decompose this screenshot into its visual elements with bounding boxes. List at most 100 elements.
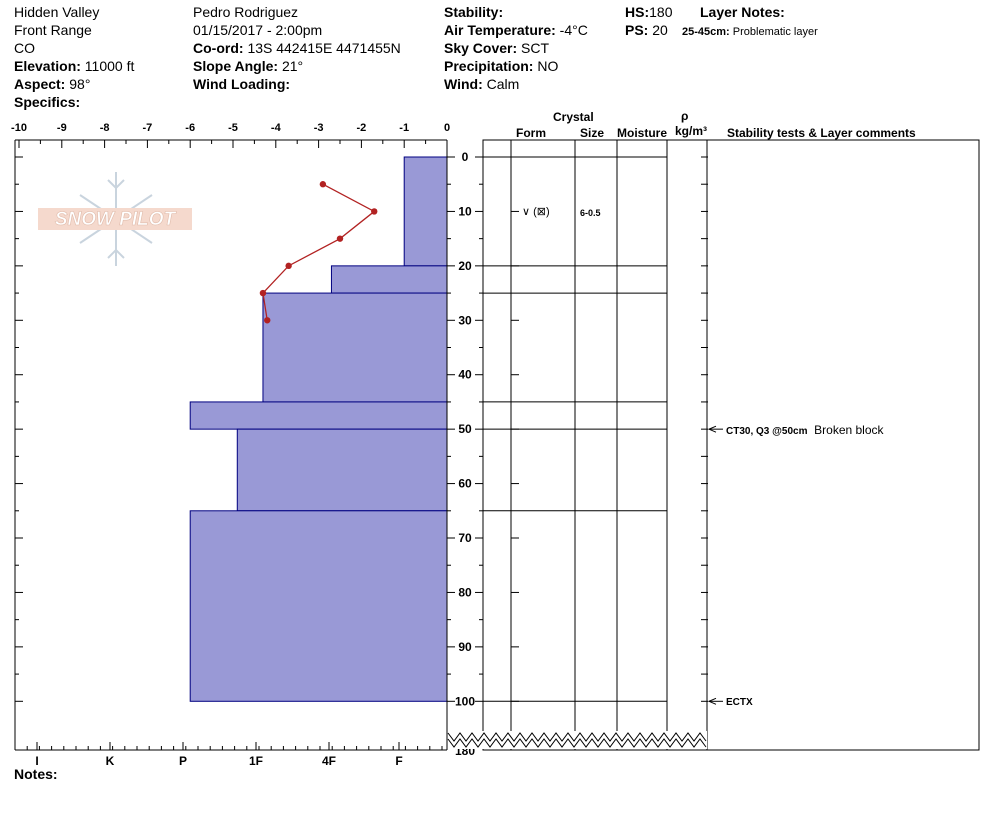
precip-field: Precipitation: NO — [444, 58, 558, 75]
depth-tick-label: 0 — [462, 150, 469, 164]
precip-label: Precipitation: — [444, 58, 534, 74]
temperature-point — [259, 289, 267, 297]
slope-label: Slope Angle: — [193, 58, 279, 74]
density-symbol: ρ — [681, 109, 689, 123]
temperature-point — [319, 181, 327, 188]
hardness-bar — [330, 265, 448, 294]
logo-text: SNOW PILOT — [55, 209, 177, 230]
precip-value: NO — [537, 58, 559, 74]
depth-tick-label: 10 — [458, 204, 472, 218]
observer-name: Pedro Rodriguez — [193, 4, 299, 20]
temperature-profile-line — [262, 183, 376, 321]
coord-field: Co-ord: 13S 442415E 4471455N — [193, 40, 401, 57]
temperature-tick-label: -8 — [100, 122, 110, 134]
temperature-point — [336, 235, 344, 242]
state-name: CO — [14, 40, 35, 56]
temperature-tick-label: -7 — [143, 122, 153, 134]
location-name: Hidden Valley — [14, 4, 100, 20]
depth-break-mark — [447, 738, 707, 748]
aspect-value: 98° — [69, 76, 91, 92]
crystal-size-value: 6-0.5 — [580, 208, 601, 218]
depth-tick-label: 90 — [458, 640, 472, 654]
temperature-point — [285, 262, 292, 270]
stability-label: Stability: — [444, 4, 504, 20]
stability-test-arrowhead — [707, 425, 717, 433]
temperature-point — [264, 317, 271, 324]
depth-tick-label: 60 — [458, 477, 472, 491]
hardness-bar — [262, 292, 448, 403]
depth-tick-label: 70 — [458, 531, 472, 545]
air-temp-value: -4°C — [559, 22, 588, 38]
layer-note-range: 25-45cm: — [682, 26, 730, 38]
temperature-point — [371, 208, 378, 215]
hs-value: 180 — [649, 4, 673, 20]
hardness-bar — [236, 428, 448, 512]
hardness-bar — [403, 156, 448, 267]
layer-note-text: Problematic layer — [732, 26, 818, 38]
stability-test-arrowhead — [707, 697, 717, 705]
depth-tick-label: 40 — [458, 368, 472, 382]
hardness-tick-label: 4F — [322, 754, 336, 768]
size-header: Size — [580, 126, 605, 140]
wind-label: Wind: — [444, 76, 483, 92]
snowpilot-logo: SNOW PILOT — [38, 172, 192, 266]
temperature-tick-label: -5 — [228, 122, 238, 134]
slope-field: Slope Angle: 21° — [193, 58, 303, 75]
temperature-tick-label: -9 — [57, 122, 67, 134]
coord-label: Co-ord: — [193, 40, 244, 56]
ps-field: PS: 20 — [625, 22, 668, 39]
depth-break-background — [448, 731, 707, 749]
temperature-tick-label: -10 — [11, 122, 27, 134]
moisture-header: Moisture — [617, 126, 668, 140]
wind-field: Wind: Calm — [444, 76, 519, 93]
stability-test-ct30: CT30, Q3 @50cm Broken block — [726, 422, 884, 440]
elevation-label: Elevation: — [14, 58, 81, 74]
depth-tick-label: 80 — [458, 585, 472, 599]
hardness-tick-label: 1F — [249, 754, 263, 768]
hardness-bar — [189, 401, 448, 430]
temperature-tick-label: 0 — [444, 122, 450, 134]
form-header: Form — [516, 126, 546, 140]
crystal-form-value: ∨ (⊠) — [522, 206, 550, 218]
depth-tick-label: 20 — [458, 259, 472, 273]
depth-tick-label: 100 — [455, 694, 475, 708]
ps-label: PS: — [625, 22, 649, 38]
layer-table-frame — [482, 139, 980, 751]
wind-value: Calm — [486, 76, 520, 92]
temperature-tick-label: -1 — [399, 122, 409, 134]
notes-label: Notes: — [14, 766, 58, 782]
stability-test-label: CT30, Q3 @50cm — [726, 426, 808, 437]
hs-label: HS: — [625, 4, 650, 20]
layer-note: 25-45cm: Problematic layer — [682, 24, 818, 41]
stability-tests-header: Stability tests & Layer comments — [727, 126, 916, 140]
hs-field: HS:180 — [625, 4, 672, 21]
depth-tick-label: 30 — [458, 313, 472, 327]
elevation-value: 11000 ft — [84, 58, 135, 74]
hardness-tick-label: P — [179, 754, 187, 768]
depth-tick-label: 50 — [458, 422, 472, 436]
density-unit: kg/m³ — [675, 124, 708, 138]
depth-break-mark — [447, 732, 707, 742]
sky-label: Sky Cover: — [444, 40, 518, 56]
sky-value: SCT — [521, 40, 550, 56]
ps-value: 20 — [652, 22, 668, 38]
air-temp-field: Air Temperature: -4°C — [444, 22, 588, 39]
stability-test-comment: Broken block — [814, 423, 884, 437]
hardness-tick-label: F — [395, 754, 402, 768]
temperature-tick-label: -6 — [185, 122, 195, 134]
specifics-label: Specifics: — [14, 94, 81, 110]
slope-value: 21° — [281, 58, 304, 74]
air-temp-label: Air Temperature: — [444, 22, 556, 38]
hardness-tick-label: I — [35, 754, 38, 768]
temperature-tick-label: -4 — [271, 122, 282, 134]
wind-loading-label: Wind Loading: — [193, 76, 291, 92]
hardness-bar — [189, 510, 448, 702]
coord-value: 13S 442415E 4471455N — [247, 40, 401, 56]
temperature-tick-label: -2 — [357, 122, 367, 134]
layer-notes-label: Layer Notes: — [700, 4, 785, 20]
observation-datetime: 01/15/2017 - 2:00pm — [193, 22, 323, 38]
stability-test-ectx: ECTX — [726, 697, 753, 708]
crystal-header: Crystal — [553, 110, 594, 124]
aspect-label: Aspect: — [14, 76, 66, 92]
